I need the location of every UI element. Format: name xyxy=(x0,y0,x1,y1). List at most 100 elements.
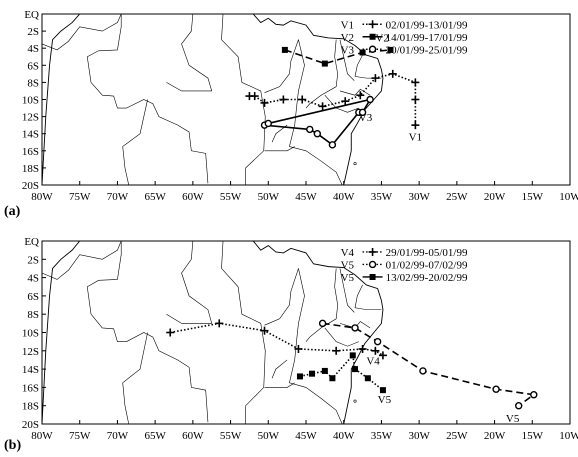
circle-marker xyxy=(515,401,523,410)
y-tick-label: 10S xyxy=(22,328,39,340)
y-tick-label: 8S xyxy=(27,309,39,321)
circle-marker xyxy=(264,119,272,128)
track-label: V3 xyxy=(359,112,373,124)
x-tick-label: 65W xyxy=(144,430,166,442)
country-border xyxy=(271,359,288,379)
y-tick-label: 10S xyxy=(22,95,39,107)
panel-a: EQ 2S 4S 6S 8S 10S 12S 14S 16S 18S 20S 80W 75W 70W 65W… xyxy=(0,0,578,225)
coastline-west xyxy=(41,258,62,425)
country-border xyxy=(90,82,209,184)
x-tick-label: 30W xyxy=(408,430,430,442)
x-tick-label: 25W xyxy=(446,430,468,442)
legend-entry: V4 29/01/99-05/01/99 xyxy=(341,247,468,259)
square-marker xyxy=(369,33,376,40)
y-tick-label: 2S xyxy=(27,26,39,38)
country-border xyxy=(166,240,213,324)
country-border xyxy=(354,54,382,79)
x-tick-label: 15W xyxy=(522,191,544,203)
square-marker xyxy=(359,49,366,56)
country-border xyxy=(86,14,122,83)
y-tick-label: 18S xyxy=(22,401,39,413)
legend-label: V5 xyxy=(341,272,355,284)
y-tick-label: 14S xyxy=(22,129,39,141)
circle-marker xyxy=(313,129,322,138)
track-line xyxy=(249,73,417,126)
x-tick-label: 40W xyxy=(333,191,355,203)
legend-label: V1 xyxy=(341,19,354,31)
country-border xyxy=(324,95,359,113)
x-tick-label: 10W xyxy=(559,191,578,203)
square-marker xyxy=(296,373,303,380)
x-tick-label: 10W xyxy=(559,430,578,442)
legend-dates: 01/02/99-07/02/99 xyxy=(386,259,468,271)
x-tick-label: 15W xyxy=(522,430,544,442)
legend-dates: 02/01/99-13/01/99 xyxy=(386,19,468,31)
country-border xyxy=(264,39,299,93)
legend-entry: V5 13/02/99-20/02/99 xyxy=(341,272,468,284)
track-line xyxy=(264,98,372,146)
square-marker xyxy=(329,375,336,382)
country-border xyxy=(264,146,295,152)
x-tick-label: 80W xyxy=(31,430,53,442)
circle-marker xyxy=(492,385,500,393)
legend-dates: 13/02/99-20/02/99 xyxy=(386,272,468,284)
track-v5b: V5 xyxy=(296,352,392,406)
circle-marker xyxy=(368,45,377,53)
x-tick-label: 45W xyxy=(295,430,317,442)
track-v5a: V5 xyxy=(318,319,538,425)
x-tick-label: 65W xyxy=(144,191,166,203)
x-tick-label: 75W xyxy=(69,191,91,203)
track-label: V1 xyxy=(409,132,422,144)
y-tick-label: 16S xyxy=(22,146,39,158)
country-border xyxy=(305,39,338,109)
country-border xyxy=(264,382,295,388)
y-tick-label: 12S xyxy=(22,346,39,358)
legend-dates: 20/01/99-25/01/99 xyxy=(386,44,468,56)
x-tick-label: 50W xyxy=(258,430,280,442)
y-tick-label: 8S xyxy=(27,77,39,89)
track-v4: V4 xyxy=(166,319,387,368)
y-tick-label: EQ xyxy=(24,236,39,248)
country-border xyxy=(339,321,371,329)
panel-letter-b: (b) xyxy=(4,438,22,453)
country-border xyxy=(354,284,382,310)
y-tick-label: EQ xyxy=(24,9,39,21)
country-border xyxy=(166,13,213,92)
x-tick-label: 55W xyxy=(220,191,242,203)
track-v2: V2 xyxy=(281,32,394,67)
x-tick-label: 60W xyxy=(182,191,204,203)
circle-marker xyxy=(328,141,337,149)
x-tick-label: 20W xyxy=(484,191,506,203)
x-tick-label: 40W xyxy=(333,430,355,442)
track-v1: V1 xyxy=(245,69,422,144)
track-line xyxy=(284,49,391,65)
x-tick-label: 20W xyxy=(484,430,506,442)
y-tick-label: 6S xyxy=(27,291,39,303)
track-label: V4 xyxy=(366,356,380,368)
legend-label: V2 xyxy=(341,32,354,44)
country-border xyxy=(86,241,122,315)
country-border xyxy=(90,314,209,423)
country-border xyxy=(41,13,122,51)
legend-entry: V2 14/01/99-17/01/99 xyxy=(341,32,468,44)
circle-marker xyxy=(419,367,427,375)
circle-marker xyxy=(358,108,367,117)
coastline-east xyxy=(60,240,384,425)
country-border xyxy=(41,240,122,280)
x-tick-label: 45W xyxy=(295,191,317,203)
x-tick-label: 30W xyxy=(408,191,430,203)
square-marker xyxy=(281,46,288,53)
circle-marker xyxy=(318,319,327,328)
x-tick-label: 50W xyxy=(258,191,280,203)
country-border xyxy=(221,240,266,424)
coastline-west xyxy=(41,30,62,186)
country-border xyxy=(289,268,343,425)
square-marker xyxy=(321,367,328,374)
square-marker xyxy=(349,352,356,359)
legend-label: V4 xyxy=(341,247,355,259)
y-tick-label: 6S xyxy=(27,60,39,72)
y-tick-label: 12S xyxy=(22,112,39,124)
y-tick-label: 18S xyxy=(22,163,39,175)
panel-letter-a: (a) xyxy=(4,204,21,219)
